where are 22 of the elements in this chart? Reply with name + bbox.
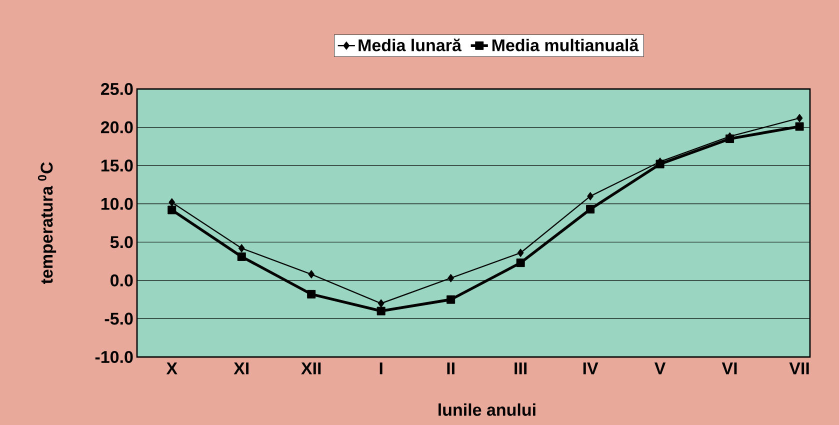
y-tick-label: 15.0 (101, 160, 133, 172)
y-tick-label: 25.0 (100, 82, 133, 96)
x-tick-label: I (380, 362, 382, 374)
legend-label: Media lunară (358, 38, 462, 52)
x-tick-label: III (514, 362, 527, 374)
x-tick-label: VII (789, 362, 809, 374)
x-tick-label: IV (583, 362, 598, 374)
y-tick-label: 20.0 (100, 121, 133, 134)
y-tick-label: 10.0 (101, 198, 133, 210)
y-tick-label: -5.0 (104, 312, 133, 325)
x-tick-label: XII (301, 362, 321, 374)
x-tick-label: II (447, 362, 454, 374)
y-tick-label: 5.0 (110, 236, 133, 248)
x-tick-label: X (166, 362, 178, 374)
legend-label: Media multianuală (492, 38, 639, 52)
x-tick-label: V (654, 362, 666, 374)
y-tick-label: 0.0 (110, 274, 133, 286)
y-tick-label: -10.0 (95, 350, 133, 364)
x-tick-label: VI (722, 362, 737, 374)
x-axis-title: lunile anului (438, 403, 536, 416)
x-tick-label: XI (234, 362, 249, 374)
y-axis-title: temperatura $^{0}$C (38, 162, 56, 284)
